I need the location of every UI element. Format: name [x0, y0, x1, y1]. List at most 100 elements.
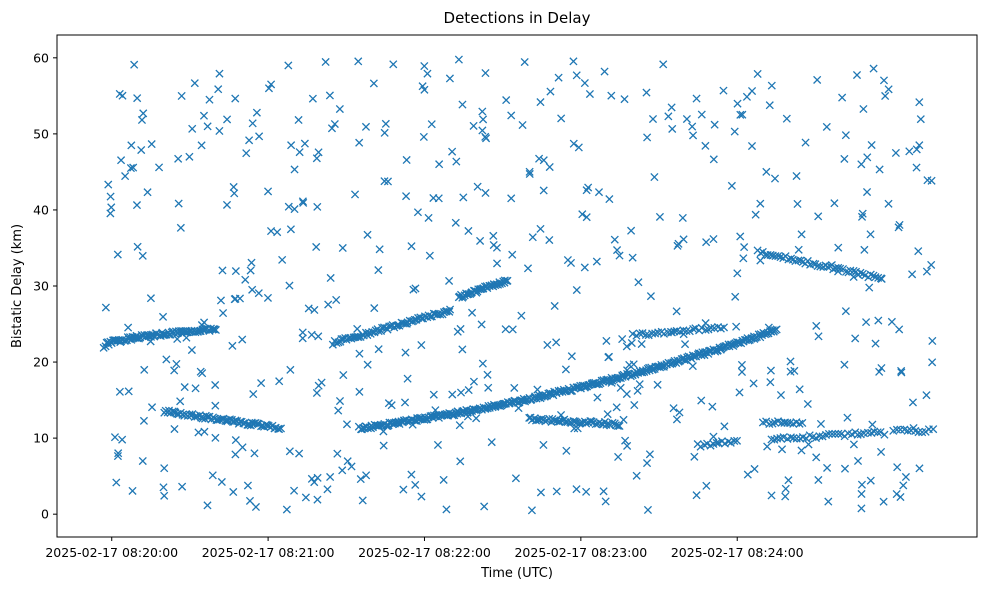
detection-point — [326, 472, 335, 482]
detection-point — [218, 266, 227, 275]
detection-point — [830, 199, 839, 208]
detection-point — [732, 436, 742, 445]
detection-point — [469, 121, 478, 130]
detection-point — [770, 174, 780, 183]
detection-point — [117, 156, 126, 165]
detection-point — [264, 84, 274, 93]
detection-point — [594, 188, 604, 197]
detection-point — [557, 114, 566, 123]
detection-point — [191, 384, 200, 393]
detection-point — [380, 128, 389, 137]
detection-point — [750, 464, 759, 474]
detection-point — [489, 231, 498, 240]
detection-point — [642, 88, 651, 97]
detection-point — [668, 124, 677, 133]
y-axis-label: Bistatic Delay (km) — [10, 224, 25, 348]
detection-point — [650, 173, 659, 182]
detection-point — [313, 495, 322, 504]
detection-point — [216, 296, 226, 305]
detection-point — [869, 64, 878, 73]
detection-point — [560, 415, 569, 424]
detection-point — [282, 505, 291, 514]
detection-point — [313, 473, 322, 482]
detection-point — [928, 358, 937, 367]
detection-point — [929, 425, 938, 434]
detection-point — [508, 325, 517, 334]
detection-point — [642, 459, 652, 468]
detection-point — [743, 470, 752, 479]
detection-point — [456, 457, 465, 466]
detection-point — [792, 434, 801, 443]
detection-point — [879, 497, 888, 506]
detection-point — [866, 270, 875, 279]
detection-point — [840, 154, 849, 163]
detection-point — [614, 452, 623, 462]
detection-point — [299, 198, 308, 207]
detection-point — [912, 145, 921, 154]
detection-point — [630, 400, 639, 410]
detection-point — [323, 485, 332, 494]
detection-point — [756, 199, 765, 208]
detection-point — [856, 268, 865, 277]
detection-point — [402, 192, 411, 201]
detection-point — [501, 325, 510, 334]
detection-point — [492, 243, 501, 252]
detection-point — [361, 122, 371, 131]
detection-point — [417, 340, 426, 350]
detection-point — [766, 250, 775, 259]
detection-point — [137, 115, 147, 125]
detection-point — [456, 388, 466, 397]
detection-point — [197, 141, 206, 150]
detection-point — [887, 317, 896, 326]
detection-point — [245, 136, 254, 145]
detection-point — [880, 430, 889, 439]
detection-point — [480, 502, 489, 511]
detection-point — [473, 182, 482, 191]
detection-point — [582, 419, 591, 428]
detection-point — [841, 307, 850, 316]
detection-point — [867, 140, 876, 150]
detection-point — [539, 186, 548, 195]
detection-point — [851, 334, 860, 343]
detection-point — [879, 76, 889, 85]
detection-point — [380, 177, 389, 186]
detection-point — [580, 79, 589, 88]
detection-point — [767, 81, 776, 90]
detection-point — [290, 205, 299, 214]
detection-point — [287, 141, 296, 150]
detection-point — [154, 163, 164, 172]
detection-point — [374, 266, 383, 275]
detection-point — [615, 251, 624, 260]
detection-point — [118, 435, 127, 444]
detection-point — [314, 381, 323, 390]
detection-point — [556, 410, 566, 420]
detection-point — [903, 426, 912, 435]
detection-point — [853, 430, 862, 439]
detection-point — [298, 334, 307, 343]
detection-point — [612, 403, 621, 412]
detection-point — [147, 403, 157, 412]
detection-point — [374, 345, 383, 354]
detection-point — [112, 478, 121, 487]
detection-point — [172, 359, 181, 368]
detection-point — [481, 132, 490, 141]
detection-point — [599, 487, 608, 496]
detection-point — [747, 141, 757, 151]
detection-point — [139, 416, 149, 425]
detection-point — [459, 193, 468, 202]
detection-point — [231, 436, 240, 445]
detection-point — [147, 140, 156, 149]
detection-point — [363, 360, 372, 369]
x-tick-label: 2025-02-17 08:20:00 — [45, 545, 178, 560]
detection-point — [863, 428, 872, 437]
detection-point — [688, 362, 697, 371]
detection-point — [138, 251, 147, 260]
detection-point — [362, 471, 371, 480]
detection-point — [857, 160, 866, 169]
detection-point — [401, 348, 410, 357]
detection-point — [375, 245, 384, 254]
detection-point — [453, 409, 462, 418]
detection-point — [445, 409, 454, 418]
detection-point — [176, 397, 185, 406]
detection-point — [637, 339, 646, 349]
